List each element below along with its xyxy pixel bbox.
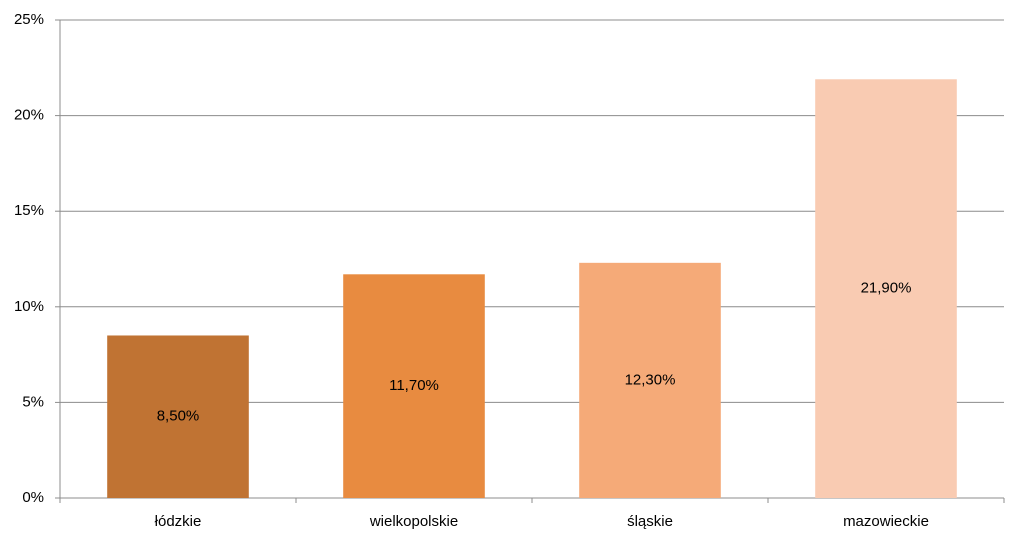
y-tick-label: 5% xyxy=(22,393,44,410)
y-tick-label: 20% xyxy=(14,107,44,124)
bar xyxy=(343,274,485,498)
bar xyxy=(815,79,957,498)
x-tick-label: łódzkie xyxy=(155,513,202,530)
y-tick-label: 15% xyxy=(14,202,44,219)
value-label: 21,90% xyxy=(861,280,912,297)
value-label: 11,70% xyxy=(389,377,439,394)
value-label: 8,50% xyxy=(157,408,200,425)
x-tick-label: mazowieckie xyxy=(843,513,929,530)
y-tick-label: 10% xyxy=(14,298,44,315)
bar xyxy=(579,262,721,498)
x-tick-label: śląskie xyxy=(627,513,673,530)
value-label: 12,30% xyxy=(625,371,676,388)
x-tick-label: wielkopolskie xyxy=(369,513,458,530)
y-tick-label: 0% xyxy=(22,489,44,506)
y-tick-label: 25% xyxy=(14,11,44,28)
bar xyxy=(107,335,249,498)
